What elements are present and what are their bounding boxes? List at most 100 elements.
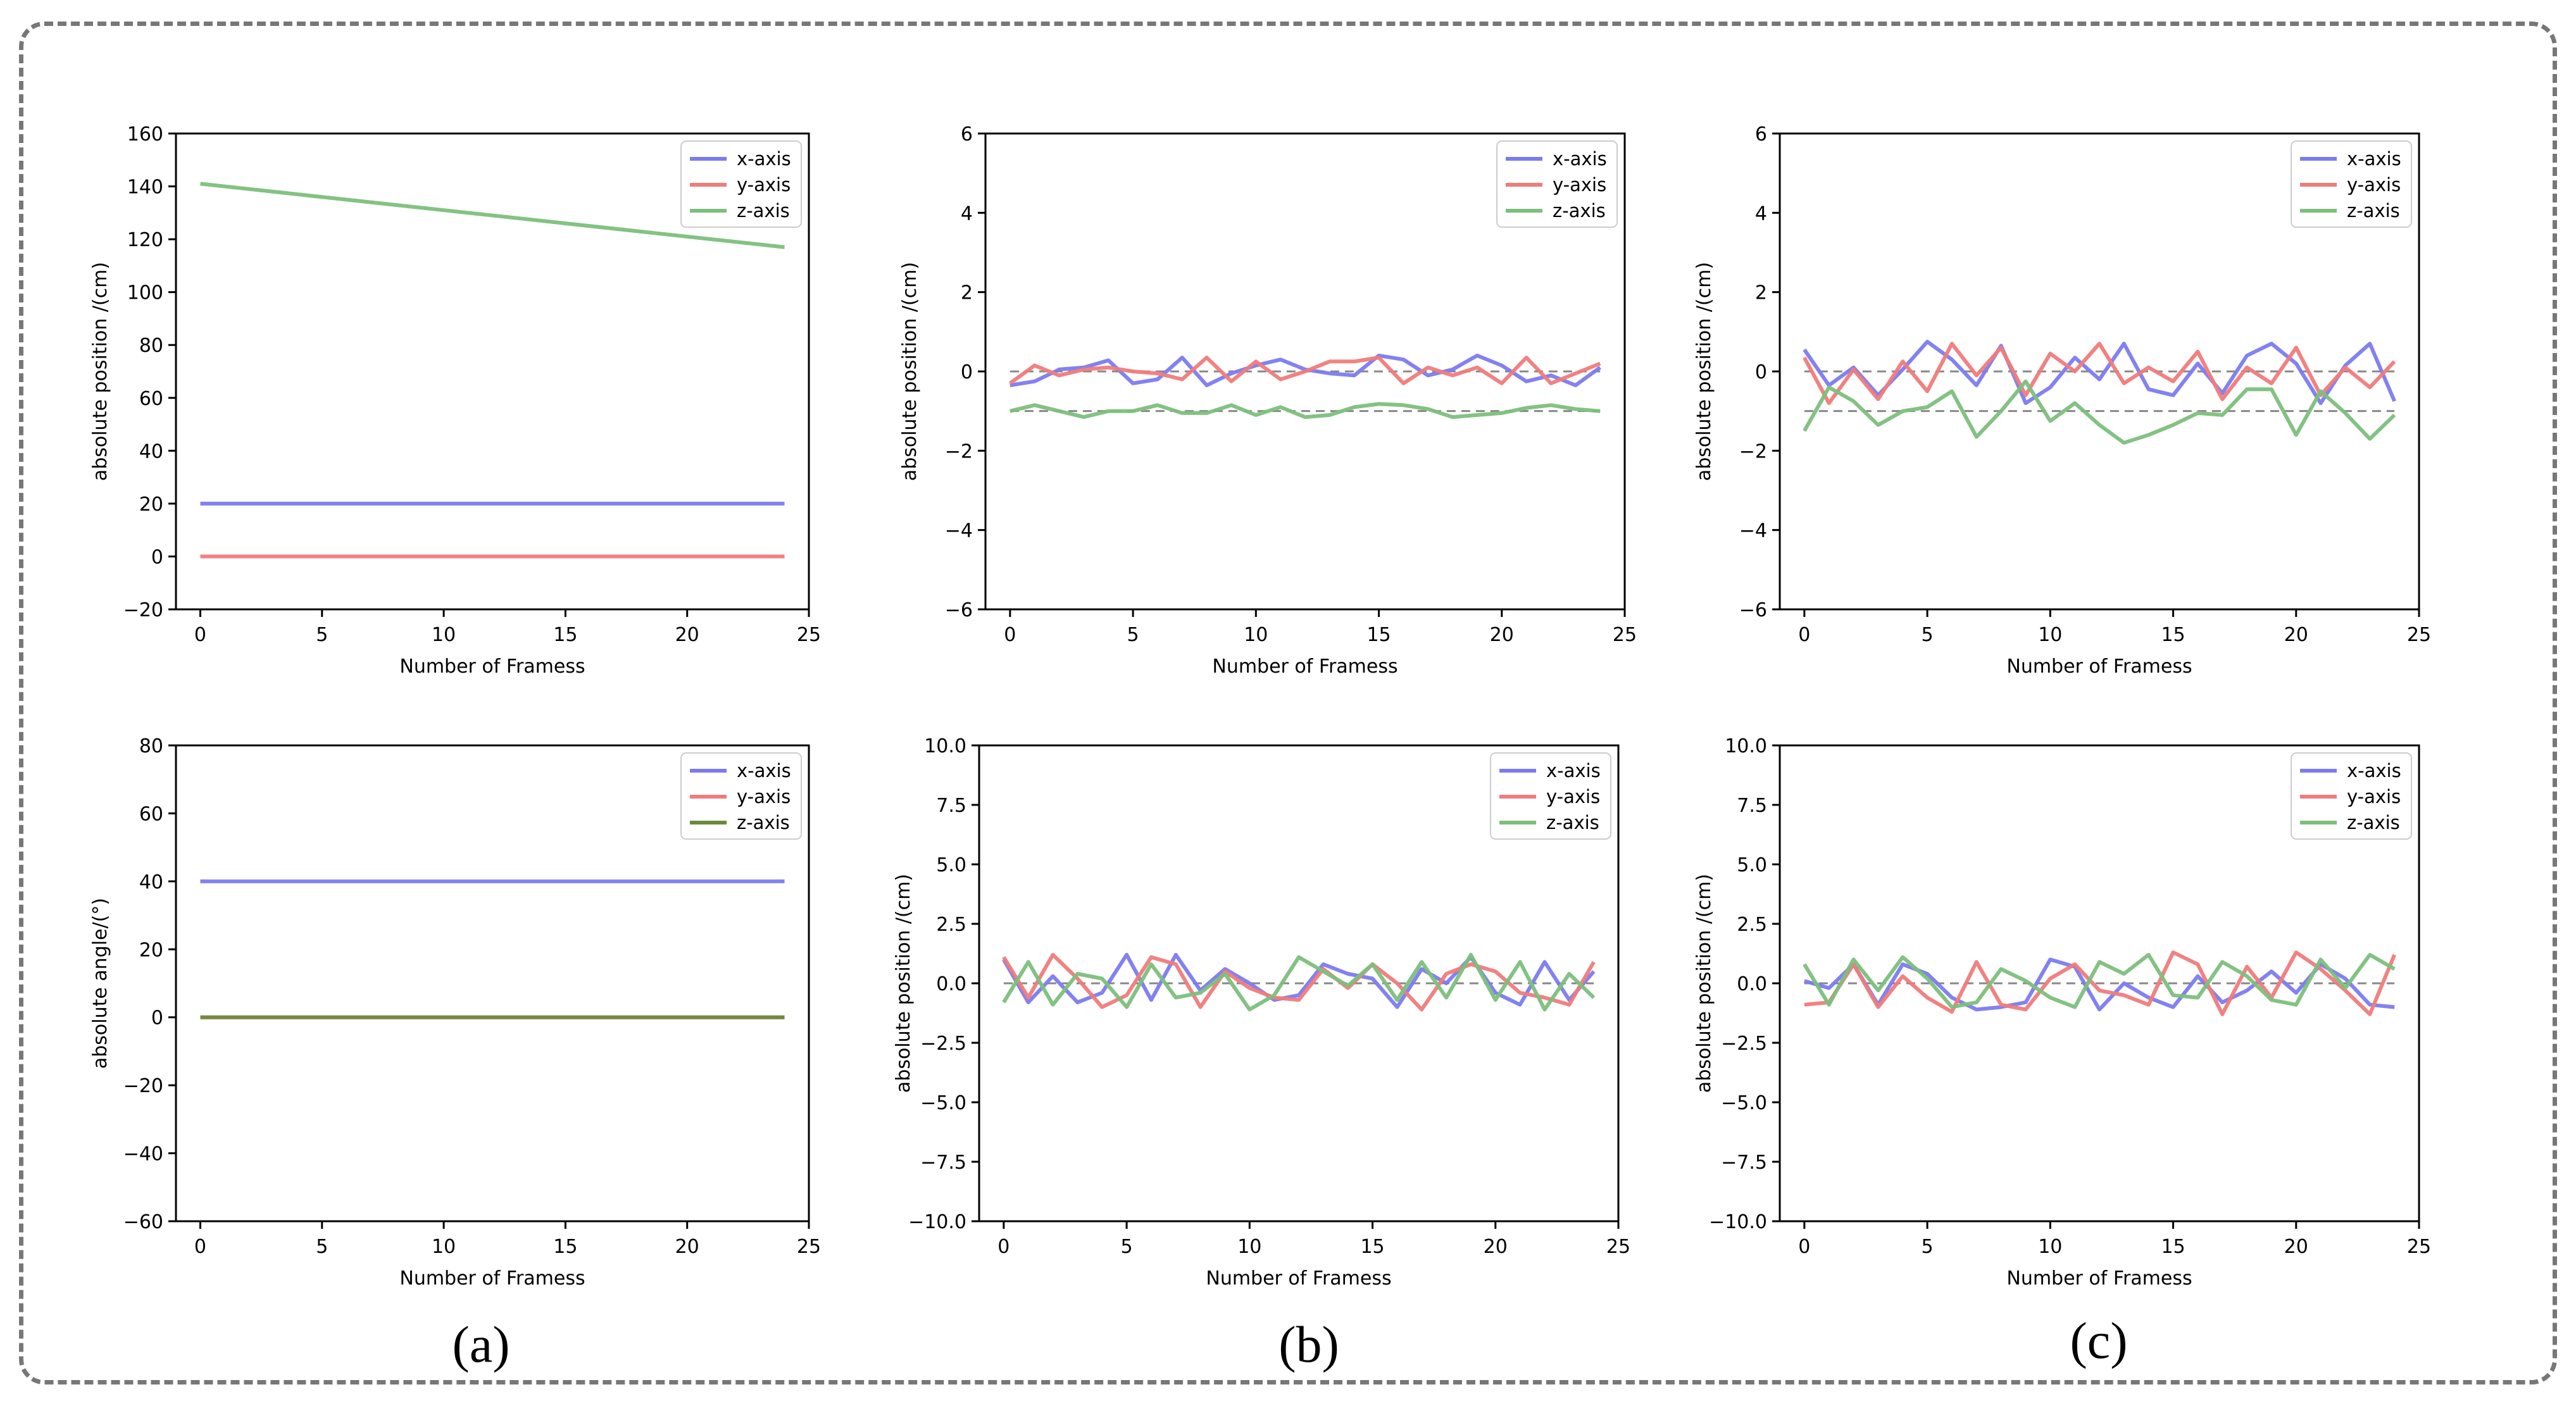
y-tick-label: −5.0: [1721, 1092, 1767, 1114]
y-tick-label: −6: [945, 599, 973, 621]
x-tick-label: 5: [1121, 1236, 1133, 1258]
legend-label-z-axis: z-axis: [2347, 812, 2400, 833]
y-tick-label: 0: [151, 546, 163, 568]
legend-label-y-axis: y-axis: [737, 786, 791, 807]
y-tick-label: 2: [1755, 282, 1767, 304]
y-tick-label: −2.5: [1721, 1033, 1767, 1055]
chart-b-top: 0 5 10 15 20 25 −6 −4 −2 0 2 4 6 Number of Framess abs…: [899, 123, 1637, 678]
y-tick-label: 4: [961, 202, 973, 225]
y-tick-label: 10.0: [1725, 735, 1767, 757]
x-tick-label: 10: [2038, 624, 2062, 646]
x-tick-label: 15: [1360, 1236, 1384, 1258]
y-tick-label: 40: [139, 871, 163, 893]
x-tick-label: 5: [316, 1236, 328, 1258]
y-tick-label: 100: [127, 282, 163, 304]
x-tick-label: 5: [1922, 624, 1934, 646]
legend-label-z-axis: z-axis: [737, 200, 790, 221]
series-line-x-axis: [1803, 957, 2395, 1012]
chart-c-top: 0 5 10 15 20 25 −6 −4 −2 0 2 4 6 Number of Framess abs…: [1693, 123, 2431, 678]
y-tick-label: 10.0: [924, 735, 966, 757]
chart-a-bottom: 0 5 10 15 20 25 −60 −40 −20 0 20 40 60 80 Number of Fr…: [89, 735, 821, 1290]
x-tick-label: 5: [1127, 624, 1139, 646]
x-tick-label: 15: [553, 1236, 577, 1258]
x-tick-label: 15: [2161, 624, 2185, 646]
legend-box: [680, 140, 802, 228]
x-tick-label: 15: [553, 624, 577, 646]
legend-box: [680, 752, 802, 840]
x-tick-label: 0: [1798, 1236, 1810, 1258]
series-line-y-axis: [1002, 952, 1596, 1012]
y-tick-label: 140: [127, 177, 163, 199]
x-tick-label: 10: [1237, 1236, 1261, 1258]
x-tick-label: 20: [2284, 1236, 2308, 1258]
y-tick-label: −60: [123, 1211, 163, 1233]
legend-label-x-axis: x-axis: [2347, 148, 2401, 170]
legend-box: [1496, 140, 1618, 228]
y-tick-label: 7.5: [936, 795, 966, 817]
y-tick-label: −6: [1739, 599, 1767, 621]
x-tick-label: 0: [1004, 624, 1016, 646]
y-axis-label: absolute angle/(°): [89, 898, 111, 1069]
x-tick-label: 0: [194, 624, 206, 646]
legend-label-y-axis: y-axis: [2347, 174, 2401, 196]
legend-label-y-axis: y-axis: [737, 174, 791, 196]
panel-label-a: (a): [452, 1316, 510, 1373]
series-line-y-axis: [1009, 356, 1601, 385]
y-tick-label: −10.0: [908, 1211, 966, 1233]
x-tick-label: 25: [1613, 624, 1637, 646]
dashed-figure-border: [19, 22, 2557, 1384]
y-tick-label: −20: [123, 599, 163, 621]
x-tick-label: 20: [675, 1236, 699, 1258]
y-tick-label: 120: [127, 229, 163, 251]
y-tick-label: 60: [139, 803, 163, 825]
legend-label-z-axis: z-axis: [1546, 812, 1599, 833]
legend-label-x-axis: x-axis: [1546, 760, 1601, 781]
y-tick-label: −20: [123, 1075, 163, 1097]
series-line-z-axis: [1002, 952, 1596, 1012]
series-line-z-axis: [1803, 379, 2396, 445]
legend-label-z-axis: z-axis: [1553, 200, 1606, 221]
y-tick-label: 5.0: [936, 854, 966, 876]
series-line-y-axis: [1803, 342, 2396, 406]
y-tick-label: 160: [127, 123, 163, 146]
series-line-z-axis: [200, 182, 785, 249]
x-tick-label: 20: [1490, 624, 1514, 646]
y-tick-label: 80: [139, 335, 163, 357]
x-tick-label: 10: [432, 624, 456, 646]
x-tick-label: 0: [194, 1236, 206, 1258]
chart-a-top: 0 5 10 15 20 25 −20 0 20 40 60 80 100 120 140 160 Number…: [89, 123, 821, 678]
legend-label-y-axis: y-axis: [1553, 174, 1606, 196]
y-tick-label: 5.0: [1737, 854, 1767, 876]
panel-label-c: (c): [2070, 1312, 2128, 1369]
y-tick-label: −40: [123, 1143, 163, 1166]
x-tick-label: 0: [997, 1236, 1010, 1258]
y-tick-label: 2.5: [936, 914, 966, 936]
x-tick-label: 10: [2038, 1236, 2062, 1258]
legend-box: [1490, 752, 1611, 840]
y-tick-label: 0: [151, 1007, 163, 1030]
y-axis-label: absolute position /(cm): [892, 874, 915, 1093]
x-tick-label: 10: [432, 1236, 456, 1258]
legend-label-z-axis: z-axis: [2347, 200, 2400, 221]
x-axis-label: Number of Framess: [399, 656, 585, 678]
series-line-z-axis: [1803, 952, 2396, 1009]
series-line-y-axis: [1804, 950, 2396, 1016]
y-tick-label: 80: [139, 735, 163, 757]
legend-box: [2291, 140, 2412, 228]
x-tick-label: 20: [675, 624, 699, 646]
x-axis-label: Number of Framess: [2006, 656, 2192, 678]
x-tick-label: 20: [2284, 624, 2308, 646]
x-axis-label: Number of Framess: [1212, 656, 1397, 678]
y-tick-label: −10.0: [1709, 1211, 1767, 1233]
series-line-z-axis: [1010, 402, 1601, 420]
y-axis-label: absolute position /(cm): [89, 262, 111, 481]
x-tick-label: 25: [2407, 624, 2431, 646]
y-tick-label: −4: [1739, 520, 1767, 542]
y-tick-label: 7.5: [1737, 795, 1767, 817]
x-axis-label: Number of Framess: [2006, 1267, 2192, 1290]
x-tick-label: 15: [2161, 1236, 2185, 1258]
x-tick-label: 25: [797, 624, 821, 646]
y-tick-label: −2: [1739, 440, 1767, 463]
panel-label-b: (b): [1279, 1316, 1339, 1373]
y-tick-label: −2.5: [920, 1033, 966, 1055]
